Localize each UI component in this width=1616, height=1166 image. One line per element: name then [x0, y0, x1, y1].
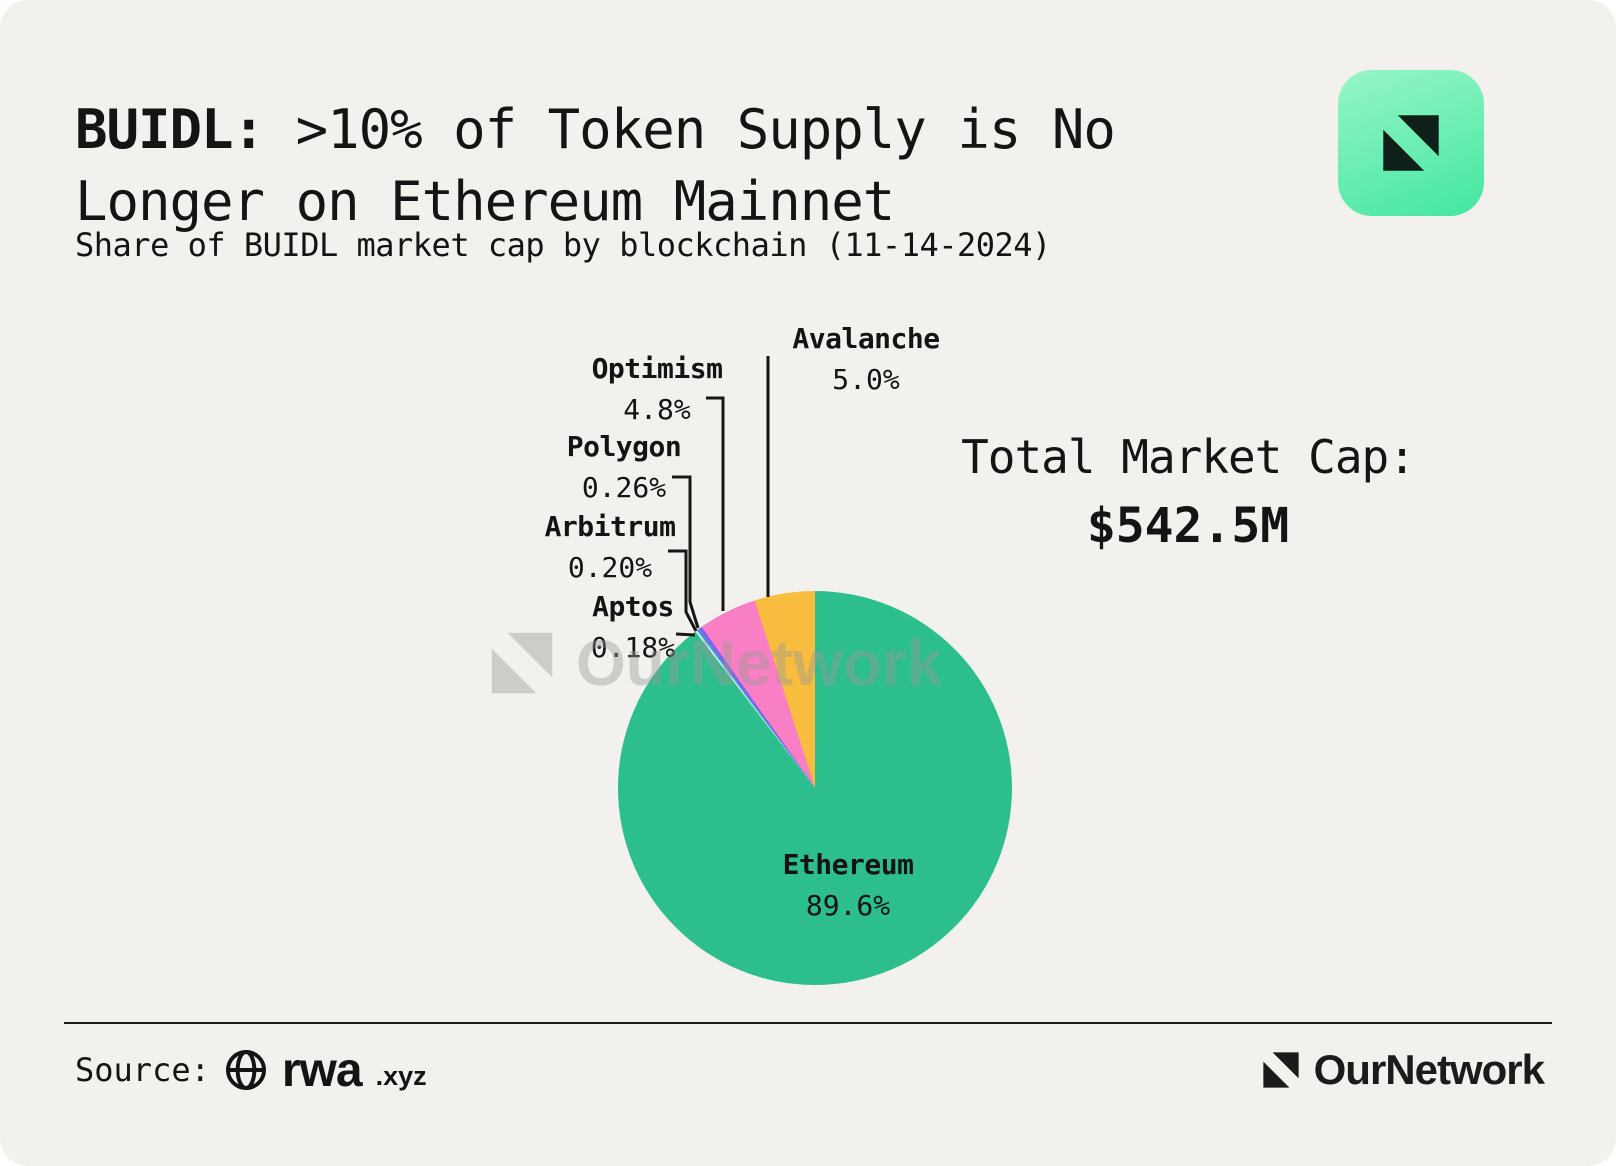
ournetwork-footer-text: OurNetwork [1313, 1046, 1545, 1093]
label-avalanche: Avalanche 5.0% [766, 322, 966, 396]
footer-divider [64, 1022, 1552, 1024]
label-aptos-value: 0.18% [590, 631, 676, 664]
label-arbitrum: Arbitrum 0.20% [510, 510, 710, 584]
label-optimism-value: 4.8% [623, 393, 691, 426]
pie-chart [618, 591, 1012, 985]
total-market-cap: Total Market Cap: $542.5M [938, 430, 1438, 554]
total-market-cap-label: Total Market Cap: [961, 430, 1416, 484]
source-logo-tld: .xyz [375, 1061, 427, 1091]
label-ethereum-value: 89.6% [805, 889, 891, 922]
label-optimism-name: Optimism [591, 352, 723, 385]
source-attribution: Source: rwa .xyz [75, 1042, 427, 1098]
page-title: BUIDL: >10% of Token Supply is No Longer… [75, 94, 1265, 238]
ournetwork-wordmark: OurNetwork [1260, 1044, 1545, 1096]
label-ethereum: Ethereum 89.6% [748, 848, 948, 922]
chart-subtitle: Share of BUIDL market cap by blockchain … [75, 226, 1051, 264]
label-polygon-value: 0.26% [581, 471, 667, 504]
source-label: Source: [75, 1051, 210, 1089]
title-emphasis: BUIDL: [75, 98, 265, 162]
label-polygon-name: Polygon [566, 430, 682, 463]
label-optimism: Optimism 4.8% [557, 352, 757, 426]
total-market-cap-value: $542.5M [1086, 498, 1290, 554]
label-polygon: Polygon 0.26% [524, 430, 724, 504]
ournetwork-footer-icon [1262, 1052, 1299, 1088]
source-logo-rwa: rwa [281, 1043, 363, 1097]
label-aptos-name: Aptos [592, 590, 674, 623]
label-arbitrum-value: 0.20% [567, 551, 653, 584]
label-avalanche-value: 5.0% [832, 363, 900, 396]
label-avalanche-name: Avalanche [792, 322, 940, 355]
ournetwork-logo-tile [1338, 70, 1484, 216]
ournetwork-logo-icon [1383, 115, 1439, 171]
label-arbitrum-name: Arbitrum [544, 510, 676, 543]
label-ethereum-name: Ethereum [782, 848, 914, 881]
globe-icon [225, 1049, 266, 1091]
label-aptos: Aptos 0.18% [533, 590, 733, 664]
title-rest: >10% of Token Supply is No Longer on Eth… [75, 98, 1116, 233]
